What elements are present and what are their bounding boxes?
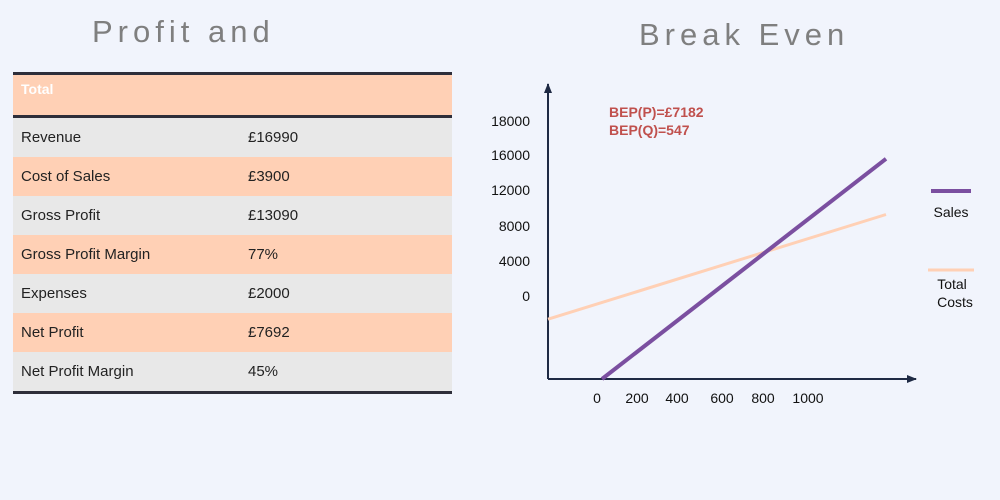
x-tick-label: 800 (751, 390, 775, 406)
legend-sales-label: Sales (933, 204, 968, 220)
row-label: Expenses (13, 274, 248, 313)
y-tick-label: 16000 (491, 147, 530, 163)
row-label: Cost of Sales (13, 157, 248, 196)
row-label: Net Profit Margin (13, 352, 248, 394)
table-row: Gross Profit Margin 77% (13, 235, 452, 274)
y-tick-label: 0 (522, 288, 530, 304)
row-value: 77% (248, 235, 452, 274)
table-header-total: Total (13, 72, 248, 118)
page-title-profit: Profit and (92, 14, 275, 49)
bep-quantity-annotation: BEP(Q)=547 (609, 122, 690, 138)
table-row: Net Profit Margin 45% (13, 352, 452, 394)
bep-price-annotation: BEP(P)=£7182 (609, 104, 704, 120)
x-tick-label: 600 (710, 390, 734, 406)
table-row: Net Profit £7692 (13, 313, 452, 352)
table-row: Expenses £2000 (13, 274, 452, 313)
x-tick-label: 200 (625, 390, 649, 406)
x-tick-label: 400 (665, 390, 689, 406)
profit-loss-table: Total Revenue £16990 Cost of Sales £3900… (13, 72, 452, 394)
table-row: Gross Profit £13090 (13, 196, 452, 235)
row-value: £13090 (248, 196, 452, 235)
row-label: Net Profit (13, 313, 248, 352)
row-value: £2000 (248, 274, 452, 313)
row-label: Gross Profit (13, 196, 248, 235)
legend-total-costs-label-line2: Costs (937, 294, 973, 310)
row-value: £16990 (248, 116, 452, 157)
table-header-empty (248, 72, 452, 118)
y-tick-label: 4000 (499, 253, 530, 269)
sales-line (600, 157, 888, 381)
row-value: £3900 (248, 157, 452, 196)
page-title-break-even: Break Even (639, 17, 850, 52)
y-tick-label: 8000 (499, 218, 530, 234)
x-tick-label: 0 (593, 390, 601, 406)
table-header-row: Total (13, 72, 452, 118)
x-tick-label: 1000 (792, 390, 823, 406)
y-tick-label: 18000 (491, 113, 530, 129)
row-label: Revenue (13, 116, 248, 157)
row-value: £7692 (248, 313, 452, 352)
total-costs-line (547, 213, 887, 321)
table-row: Cost of Sales £3900 (13, 157, 452, 196)
row-label: Gross Profit Margin (13, 235, 248, 274)
y-tick-label: 12000 (491, 182, 530, 198)
row-value: 45% (248, 352, 452, 394)
legend-total-costs-label-line1: Total (937, 276, 967, 292)
table-row: Revenue £16990 (13, 116, 452, 157)
